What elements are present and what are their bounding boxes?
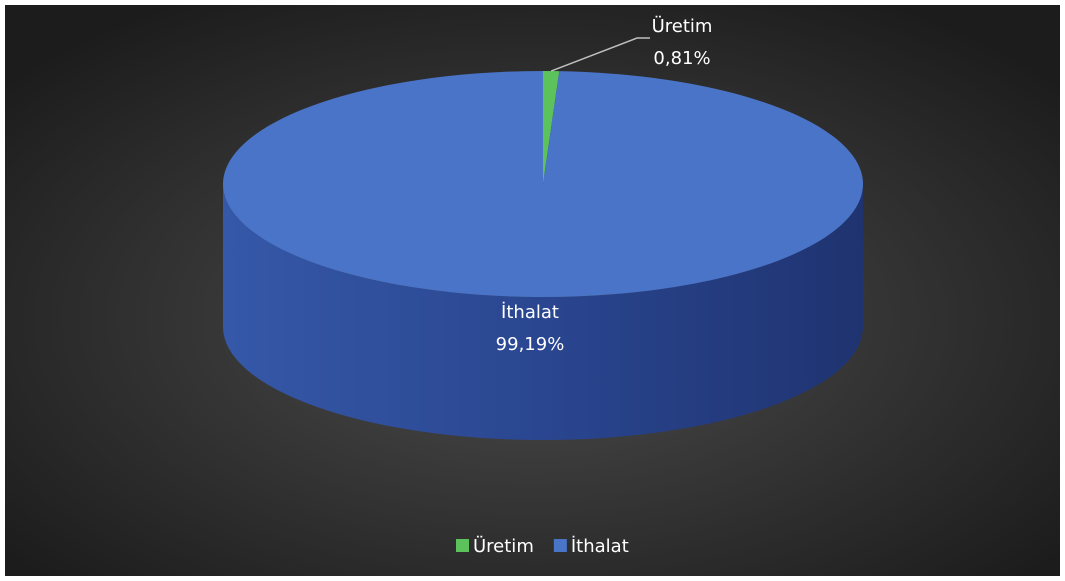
legend-swatch [553,539,567,552]
data-label-value: 99,19% [496,334,565,355]
data-label-name: Üretim [652,15,713,37]
legend-swatch [456,539,469,552]
legend-label: Üretim [473,535,534,557]
legend: Üretim İthalat [456,535,629,557]
data-label-name: İthalat [501,302,559,323]
pie-side [223,184,863,440]
pie-slice [223,71,864,297]
leader-line [550,37,650,72]
data-label-value: 0,81% [653,48,710,69]
legend-label: İthalat [571,536,629,557]
pie-slice [543,71,560,184]
